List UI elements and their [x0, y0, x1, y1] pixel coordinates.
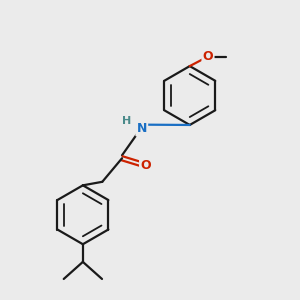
- Text: O: O: [140, 159, 151, 172]
- Text: N: N: [136, 122, 147, 135]
- Text: H: H: [122, 116, 132, 126]
- Text: O: O: [203, 50, 213, 63]
